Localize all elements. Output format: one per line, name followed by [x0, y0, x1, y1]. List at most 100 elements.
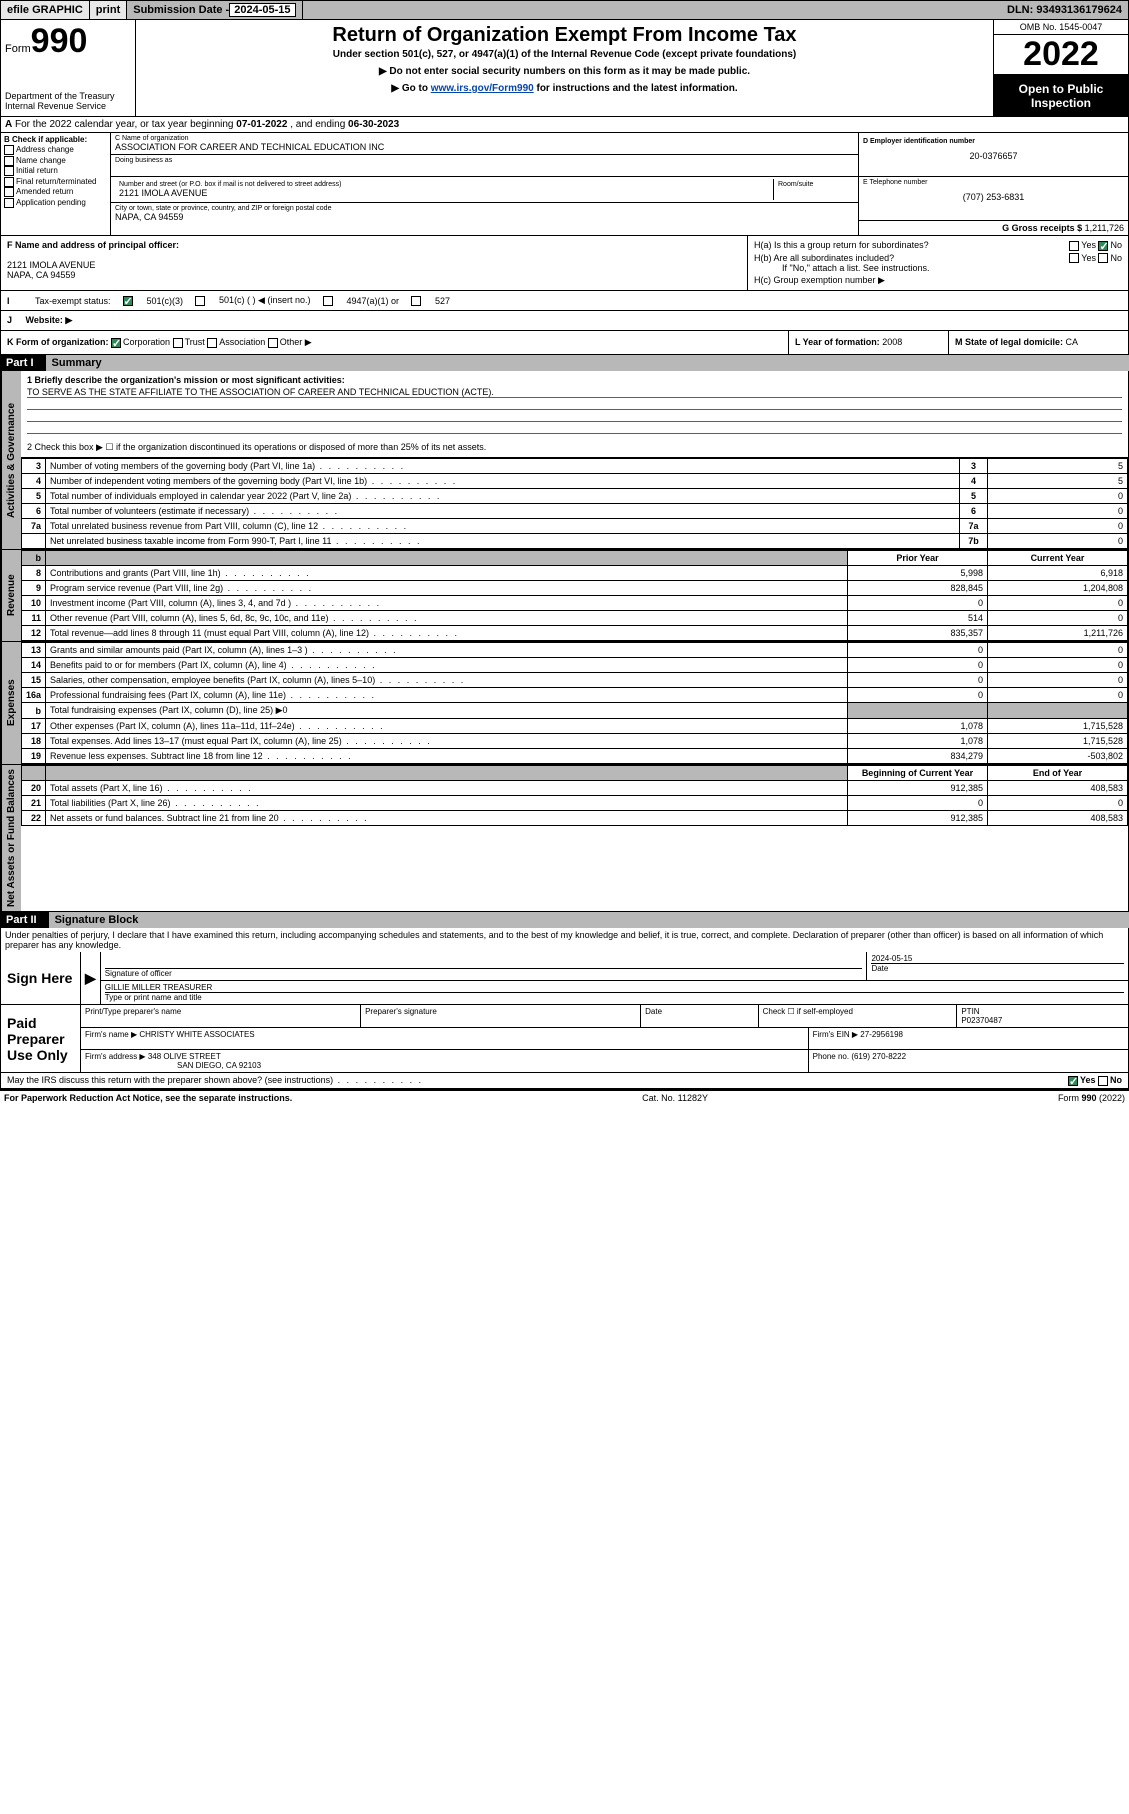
k-row: K Form of organization: Corporation Trus…	[0, 331, 1129, 355]
irs-link[interactable]: www.irs.gov/Form990	[431, 83, 534, 94]
k-trust-checkbox[interactable]	[173, 338, 183, 348]
table-row: 4Number of independent voting members of…	[22, 474, 1128, 489]
firm-phone-label: Phone no.	[813, 1052, 852, 1061]
org-info-block: B Check if applicable: Address change Na…	[0, 133, 1129, 236]
sig-name: GILLIE MILLER TREASURER	[105, 983, 1124, 992]
status-label: Tax-exempt status:	[35, 296, 111, 306]
governance-table: 3Number of voting members of the governi…	[21, 458, 1128, 549]
firm-addr1: 348 OLIVE STREET	[148, 1052, 221, 1061]
status-527-checkbox[interactable]	[411, 296, 421, 306]
ha-no-checkbox[interactable]	[1098, 241, 1108, 251]
discuss-no-checkbox[interactable]	[1098, 1076, 1108, 1086]
print-button[interactable]: print	[90, 1, 127, 19]
prep-date-label: Date	[641, 1005, 758, 1027]
table-row: 10Investment income (Part VIII, column (…	[22, 596, 1128, 611]
mission-block: 1 Briefly describe the organization's mi…	[21, 371, 1128, 458]
label-final-return: Final return/terminated	[16, 177, 96, 186]
topbar: efile GRAPHIC print Submission Date - 20…	[0, 0, 1129, 20]
box-d-e-g: D Employer identification number 20-0376…	[858, 133, 1128, 235]
expenses-section: Expenses 13Grants and similar amounts pa…	[0, 642, 1129, 765]
m-label: M State of legal domicile:	[955, 337, 1066, 347]
part2-title: Signature Block	[49, 912, 1129, 928]
submission-date: 2024-05-15	[229, 3, 295, 17]
discuss-yes-checkbox[interactable]	[1068, 1076, 1078, 1086]
status-4947-label: 4947(a)(1) or	[347, 296, 400, 306]
page-footer: For Paperwork Reduction Act Notice, see …	[0, 1089, 1129, 1105]
k-other-checkbox[interactable]	[268, 338, 278, 348]
k-assoc-label: Association	[219, 337, 265, 347]
part1-header: Part I Summary	[0, 355, 1129, 371]
firm-name-label: Firm's name ▶	[85, 1030, 139, 1039]
k-other-label: Other ▶	[280, 337, 312, 347]
firm-phone: (619) 270-8222	[851, 1052, 906, 1061]
prep-print-label: Print/Type preparer's name	[81, 1005, 361, 1027]
table-row: 5Total number of individuals employed in…	[22, 489, 1128, 504]
l-label: L Year of formation:	[795, 337, 882, 347]
checkbox-amended[interactable]	[4, 187, 14, 197]
ha-label: H(a) Is this a group return for subordin…	[754, 240, 929, 251]
table-row: 3Number of voting members of the governi…	[22, 459, 1128, 474]
omb-label: OMB No. 1545-0047	[994, 20, 1128, 35]
signature-block: Sign Here ▶ Signature of officer 2024-05…	[0, 952, 1129, 1073]
table-row: 15Salaries, other compensation, employee…	[22, 673, 1128, 688]
form-number: Form990	[5, 22, 131, 61]
checkbox-final-return[interactable]	[4, 177, 14, 187]
org-name: ASSOCIATION FOR CAREER AND TECHNICAL EDU…	[115, 142, 854, 152]
table-row: 12Total revenue—add lines 8 through 11 (…	[22, 626, 1128, 641]
netassets-section: Net Assets or Fund Balances Beginning of…	[0, 765, 1129, 912]
k-corp-label: Corporation	[123, 337, 170, 347]
status-501c3-checkbox[interactable]	[123, 296, 133, 306]
officer-label: F Name and address of principal officer:	[7, 240, 179, 250]
header-sub1: Under section 501(c), 527, or 4947(a)(1)…	[144, 49, 985, 60]
city-label: City or town, state or province, country…	[115, 205, 854, 212]
gross-label: G Gross receipts $	[1002, 223, 1085, 233]
checkbox-name-change[interactable]	[4, 156, 14, 166]
status-4947-checkbox[interactable]	[323, 296, 333, 306]
vtab-expenses: Expenses	[1, 642, 21, 764]
footer-mid: Cat. No. 11282Y	[642, 1093, 708, 1103]
ptin-value: P02370487	[961, 1016, 1002, 1025]
checkbox-initial-return[interactable]	[4, 166, 14, 176]
officer-addr1: 2121 IMOLA AVENUE	[7, 260, 95, 270]
discuss-question: May the IRS discuss this return with the…	[7, 1075, 423, 1086]
hc-label: H(c) Group exemption number ▶	[754, 275, 1122, 286]
footer-left: For Paperwork Reduction Act Notice, see …	[4, 1093, 292, 1103]
table-row: 22Net assets or fund balances. Subtract …	[22, 811, 1128, 826]
phone-label: E Telephone number	[863, 179, 1124, 186]
checkbox-address-change[interactable]	[4, 145, 14, 155]
efile-button[interactable]: efile GRAPHIC	[1, 1, 90, 19]
org-city: NAPA, CA 94559	[115, 212, 854, 222]
status-501c-checkbox[interactable]	[195, 296, 205, 306]
k-assoc-checkbox[interactable]	[207, 338, 217, 348]
hb-no-label: No	[1110, 253, 1122, 263]
dept-label: Department of the Treasury	[5, 91, 131, 101]
part2-label: Part II	[6, 914, 49, 926]
q2-label: 2 Check this box ▶ ☐ if the organization…	[27, 442, 1122, 453]
hb-yes-checkbox[interactable]	[1069, 253, 1079, 263]
firm-ein-label: Firm's EIN ▶	[813, 1030, 861, 1039]
tax-period-row: A For the 2022 calendar year, or tax yea…	[0, 116, 1129, 133]
l-value: 2008	[882, 337, 902, 347]
vtab-revenue: Revenue	[1, 550, 21, 641]
footer-right: Form 990 (2022)	[1058, 1093, 1125, 1103]
hb-no-checkbox[interactable]	[1098, 253, 1108, 263]
table-row: Net unrelated business taxable income fr…	[22, 534, 1128, 549]
firm-name: CHRISTY WHITE ASSOCIATES	[139, 1030, 254, 1039]
m-value: CA	[1066, 337, 1079, 347]
dba-label: Doing business as	[115, 157, 854, 164]
table-row: 19Revenue less expenses. Subtract line 1…	[22, 749, 1128, 764]
label-pending: Application pending	[16, 198, 86, 207]
checkbox-pending[interactable]	[4, 198, 14, 208]
firm-addr-label: Firm's address ▶	[85, 1052, 148, 1061]
k-corp-checkbox[interactable]	[111, 338, 121, 348]
ha-yes-checkbox[interactable]	[1069, 241, 1079, 251]
addr-label: Number and street (or P.O. box if mail i…	[119, 181, 769, 188]
inspection-badge: Open to Public Inspection	[994, 76, 1128, 116]
table-row: 16aProfessional fundraising fees (Part I…	[22, 688, 1128, 703]
part1-title: Summary	[46, 355, 1129, 371]
sig-name-label: Type or print name and title	[105, 992, 1124, 1002]
q1-answer: TO SERVE AS THE STATE AFFILIATE TO THE A…	[27, 385, 1122, 398]
discuss-row: May the IRS discuss this return with the…	[0, 1073, 1129, 1089]
sig-date-label: Date	[871, 963, 1124, 973]
header-right: OMB No. 1545-0047 2022 Open to Public In…	[993, 20, 1128, 116]
